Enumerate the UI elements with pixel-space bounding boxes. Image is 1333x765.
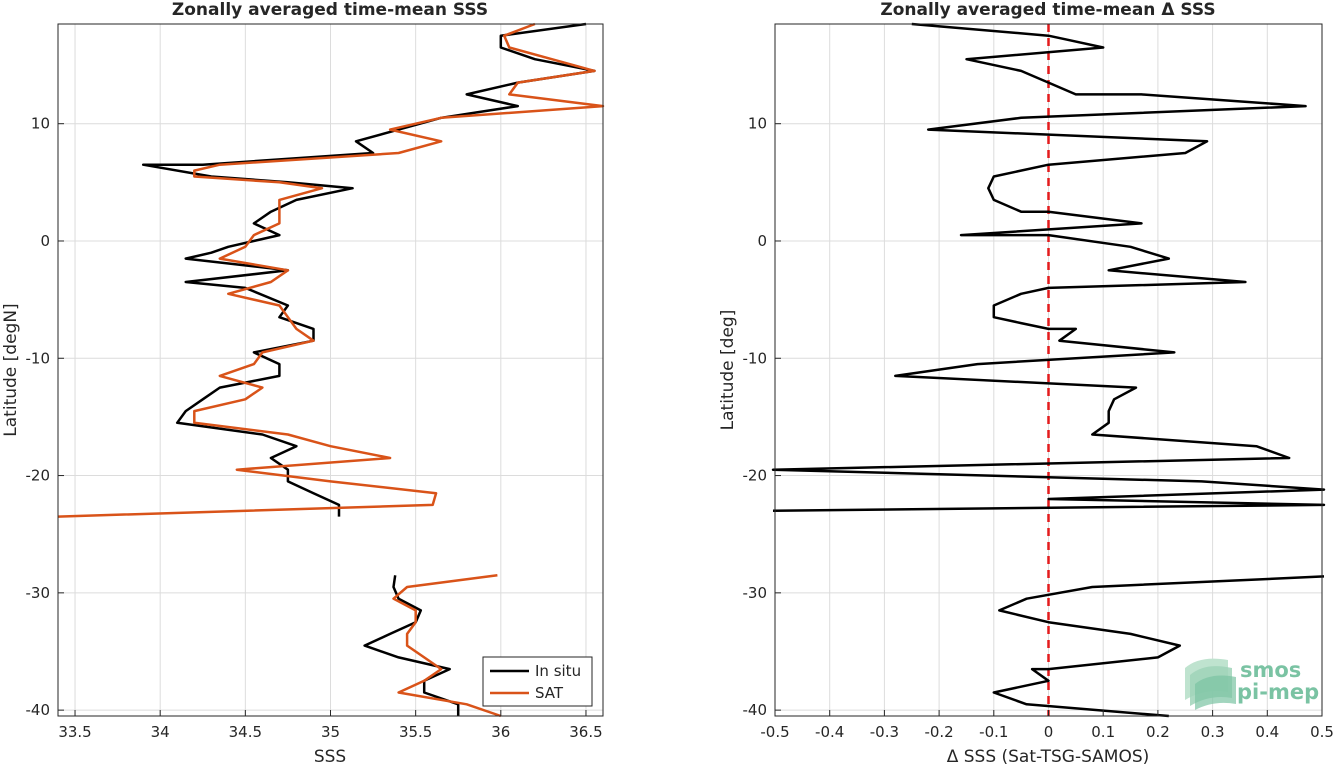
legend-label-sat: SAT [535, 684, 564, 702]
left-grid [58, 24, 603, 716]
y-tick-label: 10 [31, 115, 50, 133]
x-tick-label: -0.1 [979, 723, 1008, 741]
series-line-sat [392, 574, 502, 718]
y-tick-label: -40 [26, 701, 51, 719]
legend-label-in-situ: In situ [535, 662, 581, 680]
left-x-axis-label: SSS [314, 747, 346, 765]
smos-pi-mep-logo: smos pi-mep [1185, 658, 1319, 710]
right-ticks: -0.5 -0.4 -0.3 -0.2 -0.1 0 0.1 0.2 0.3 0.4 0.5 10 0 -… [743, 115, 1333, 741]
logo-text-pi-mep: pi-mep [1237, 680, 1319, 704]
y-tick-label: -10 [743, 349, 768, 367]
x-tick-label: 36 [491, 723, 510, 741]
x-tick-label: -0.5 [760, 723, 789, 741]
x-tick-label: -0.3 [870, 723, 899, 741]
x-tick-label: 0.5 [1310, 723, 1333, 741]
y-tick-label: -40 [743, 701, 768, 719]
x-tick-label: 34 [151, 723, 170, 741]
y-tick-label: 10 [748, 115, 767, 133]
y-tick-label: 0 [757, 232, 767, 250]
right-chart-title: Zonally averaged time-mean Δ SSS [880, 0, 1215, 20]
x-tick-label: 0.4 [1255, 723, 1279, 741]
x-tick-label: 33.5 [58, 723, 91, 741]
x-tick-label: 35.5 [399, 723, 432, 741]
y-tick-label: -30 [743, 584, 768, 602]
y-tick-label: 0 [40, 232, 50, 250]
logo-wave-icon [1185, 658, 1236, 710]
x-tick-label: 0 [1044, 723, 1054, 741]
logo-text-smos: smos [1240, 658, 1301, 682]
left-ticks: 33.5 34 34.5 35 35.5 36 36.5 10 0 -10 -20 -30 -40 [26, 115, 603, 741]
x-tick-label: -0.2 [924, 723, 953, 741]
x-tick-label: 0.2 [1146, 723, 1170, 741]
right-series-lines [771, 22, 1326, 718]
right-y-axis-label: Latitude [deg] [718, 310, 738, 431]
x-tick-label: 34.5 [229, 723, 262, 741]
series-line-delta-sss [992, 575, 1325, 718]
legend: In situ SAT [482, 656, 593, 707]
y-tick-label: -20 [26, 467, 51, 485]
y-tick-label: -20 [743, 467, 768, 485]
series-line-delta-sss [771, 22, 1326, 512]
right-panel: Zonally averaged time-mean Δ SSS -0.5 -0.… [718, 0, 1333, 765]
series-line-in-situ [141, 22, 596, 517]
x-tick-label: -0.4 [815, 723, 844, 741]
series-line-sat [57, 22, 605, 518]
left-chart-title: Zonally averaged time-mean SSS [172, 0, 488, 20]
legend-box [482, 656, 593, 707]
x-tick-label: 35 [321, 723, 340, 741]
right-x-axis-label: Δ SSS (Sat-TSG-SAMOS) [947, 747, 1150, 765]
left-panel: Zonally averaged time-mean SSS 33.5 34 34.… [1, 0, 605, 765]
y-tick-label: -10 [26, 349, 51, 367]
series-line-in-situ [363, 575, 460, 716]
x-tick-label: 0.1 [1091, 723, 1115, 741]
x-tick-label: 36.5 [569, 723, 602, 741]
x-tick-label: 0.3 [1201, 723, 1225, 741]
y-tick-label: -30 [26, 584, 51, 602]
left-series-lines [57, 22, 605, 718]
left-y-axis-label: Latitude [degN] [1, 303, 21, 436]
